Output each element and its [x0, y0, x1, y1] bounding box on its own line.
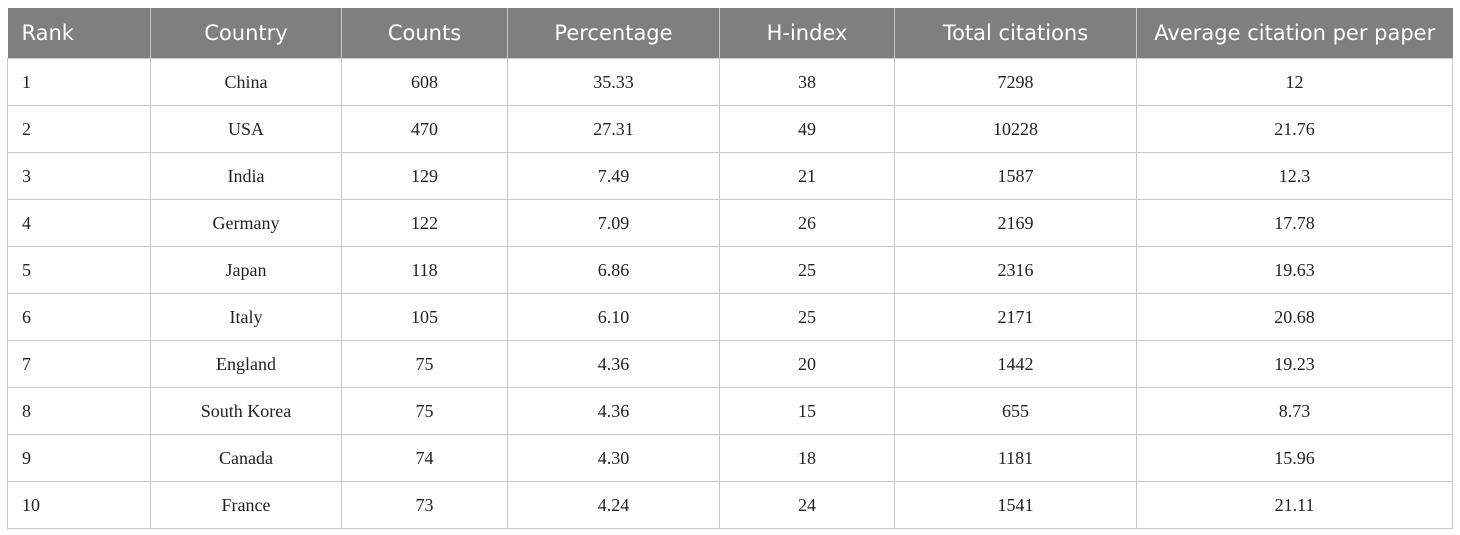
table-row: 6 Italy 105 6.10 25 2171 20.68: [7, 293, 1453, 341]
table-cell: Japan: [150, 246, 342, 294]
table-cell: 4: [7, 199, 151, 247]
header-cell: Percentage: [507, 8, 720, 59]
table-cell: 2316: [894, 246, 1137, 294]
table-cell: 17.78: [1136, 199, 1453, 247]
table-cell: 49: [719, 105, 895, 153]
table-cell: 15.96: [1136, 434, 1453, 482]
data-table: Rank Country Counts Percentage H-index Total …: [7, 8, 1453, 529]
table-row: 5 Japan 118 6.86 25 2316 19.63: [7, 246, 1453, 294]
table-cell: 19.23: [1136, 340, 1453, 388]
table-cell: 75: [341, 340, 508, 388]
table-cell: 4.24: [507, 481, 720, 529]
header-cell: Counts: [341, 8, 508, 59]
table-cell: 12.3: [1136, 152, 1453, 200]
table-cell: 21: [719, 152, 895, 200]
header-cell: Average citation per paper: [1136, 8, 1453, 59]
table-cell: 118: [341, 246, 508, 294]
table-cell: 7.09: [507, 199, 720, 247]
table-cell: 21.76: [1136, 105, 1453, 153]
table-cell: 38: [719, 58, 895, 106]
table-cell: South Korea: [150, 387, 342, 435]
table-row: 2 USA 470 27.31 49 10228 21.76: [7, 105, 1453, 153]
table-cell: 2: [7, 105, 151, 153]
table-cell: 21.11: [1136, 481, 1453, 529]
table-cell: 1442: [894, 340, 1137, 388]
table-row: 1 China 608 35.33 38 7298 12: [7, 58, 1453, 106]
table-cell: 20.68: [1136, 293, 1453, 341]
table-cell: 19.63: [1136, 246, 1453, 294]
table-cell: 26: [719, 199, 895, 247]
table-cell: 7: [7, 340, 151, 388]
table-cell: Canada: [150, 434, 342, 482]
table-cell: 105: [341, 293, 508, 341]
table-row: 9 Canada 74 4.30 18 1181 15.96: [7, 434, 1453, 482]
table-row: 4 Germany 122 7.09 26 2169 17.78: [7, 199, 1453, 247]
table-cell: 470: [341, 105, 508, 153]
table-cell: 4.30: [507, 434, 720, 482]
header-cell: H-index: [719, 8, 895, 59]
table-cell: 75: [341, 387, 508, 435]
table-cell: 4.36: [507, 387, 720, 435]
table-cell: 27.31: [507, 105, 720, 153]
header-cell: Rank: [7, 8, 151, 59]
table-cell: India: [150, 152, 342, 200]
table-cell: 655: [894, 387, 1137, 435]
table-row: 8 South Korea 75 4.36 15 655 8.73: [7, 387, 1453, 435]
table-row: 3 India 129 7.49 21 1587 12.3: [7, 152, 1453, 200]
table-cell: 6.10: [507, 293, 720, 341]
table-cell: 74: [341, 434, 508, 482]
table-cell: 10228: [894, 105, 1137, 153]
table-cell: 122: [341, 199, 508, 247]
table-cell: 73: [341, 481, 508, 529]
table-cell: 608: [341, 58, 508, 106]
table-cell: 10: [7, 481, 151, 529]
table-cell: 6: [7, 293, 151, 341]
table-cell: 5: [7, 246, 151, 294]
table-row: 7 England 75 4.36 20 1442 19.23: [7, 340, 1453, 388]
table-cell: 20: [719, 340, 895, 388]
header-row: Rank Country Counts Percentage H-index Total …: [7, 8, 1453, 59]
table-cell: USA: [150, 105, 342, 153]
table-cell: 24: [719, 481, 895, 529]
table-cell: 129: [341, 152, 508, 200]
table-cell: 1: [7, 58, 151, 106]
table-cell: 4.36: [507, 340, 720, 388]
table-cell: 12: [1136, 58, 1453, 106]
table-cell: England: [150, 340, 342, 388]
table-cell: 15: [719, 387, 895, 435]
table-cell: 2169: [894, 199, 1137, 247]
header-cell: Country: [150, 8, 342, 59]
table-cell: 25: [719, 293, 895, 341]
table-cell: 7298: [894, 58, 1137, 106]
header-cell: Total citations: [894, 8, 1137, 59]
table-cell: Italy: [150, 293, 342, 341]
table-cell: 9: [7, 434, 151, 482]
table-cell: 2171: [894, 293, 1137, 341]
table-container: Rank Country Counts Percentage H-index Total …: [7, 8, 1453, 529]
table-row: 10 France 73 4.24 24 1541 21.11: [7, 481, 1453, 529]
table-cell: Germany: [150, 199, 342, 247]
table-cell: 25: [719, 246, 895, 294]
table-cell: 6.86: [507, 246, 720, 294]
table-cell: China: [150, 58, 342, 106]
table-cell: France: [150, 481, 342, 529]
table-cell: 35.33: [507, 58, 720, 106]
table-cell: 8: [7, 387, 151, 435]
table-cell: 3: [7, 152, 151, 200]
table-cell: 18: [719, 434, 895, 482]
table-cell: 1541: [894, 481, 1137, 529]
table-cell: 7.49: [507, 152, 720, 200]
table-cell: 1587: [894, 152, 1137, 200]
table-cell: 1181: [894, 434, 1137, 482]
table-cell: 8.73: [1136, 387, 1453, 435]
